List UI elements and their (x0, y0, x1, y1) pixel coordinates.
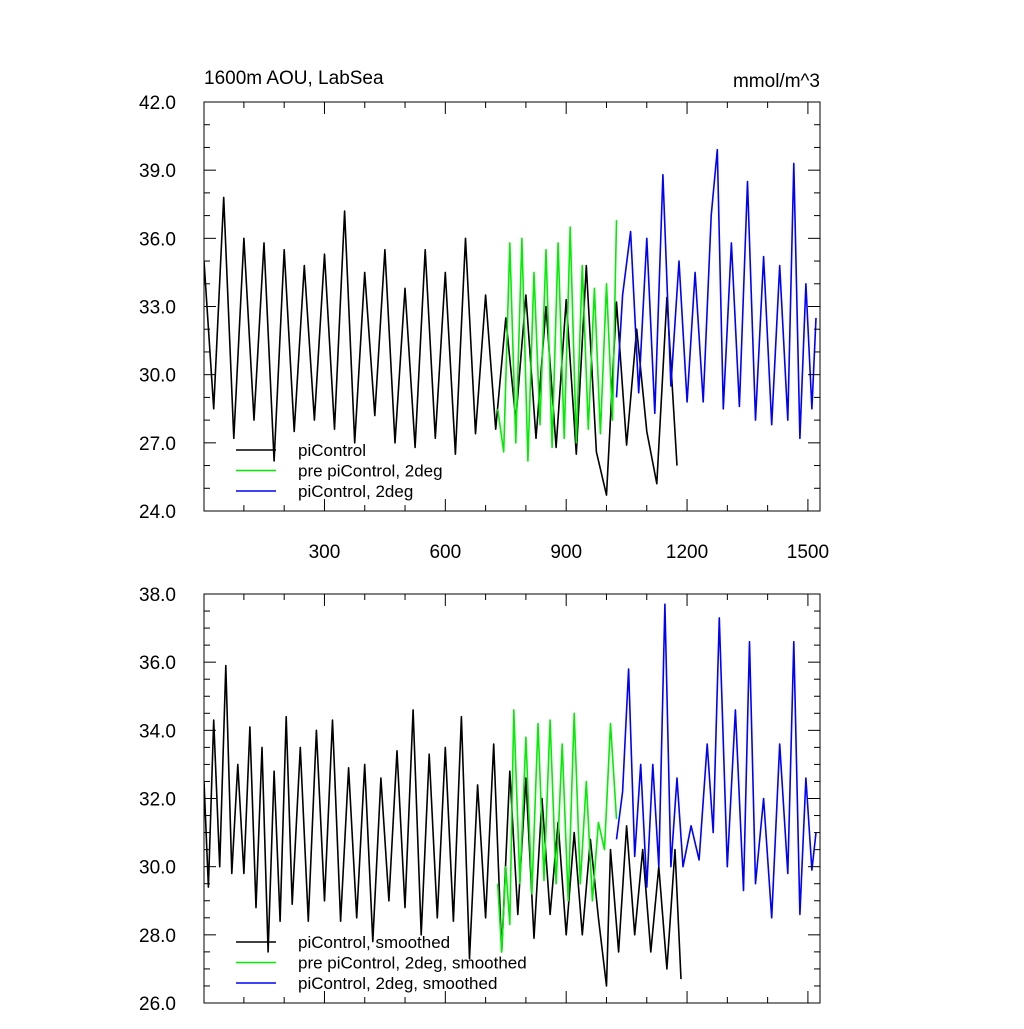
top-y-tick-label: 30.0 (139, 366, 176, 387)
top-y-tick-label: 27.0 (139, 434, 176, 455)
bottom-series-pre-picontrol-2deg-smoothed (496, 709, 618, 953)
top-series-picontrol (204, 196, 678, 496)
top-legend-label-pre-picontrol-2deg: pre piControl, 2deg (298, 462, 443, 481)
bottom-y-tick-label: 26.0 (139, 994, 176, 1015)
top-panel: 24.0 27.0 30.0 33.0 36.0 39.0 42.0 300 600 900 120… (139, 93, 829, 563)
top-series-picontrol-2deg (615, 148, 817, 440)
top-x-tick-label: 900 (550, 542, 582, 563)
bottom-panel: 26.0 28.0 30.0 32.0 34.0 36.0 38.0 piControl, s… (139, 585, 821, 1015)
top-chart-units: mmol/m^3 (733, 71, 820, 92)
bottom-legend-label-pre-picontrol-2deg-smoothed: pre piControl, 2deg, smoothed (298, 954, 527, 973)
bottom-y-tick-label: 30.0 (139, 858, 176, 879)
top-y-tick-label: 36.0 (139, 229, 176, 250)
top-x-tick-label: 1200 (666, 542, 708, 563)
top-y-tick-label: 39.0 (139, 161, 176, 182)
top-legend-label-picontrol: piControl (298, 441, 366, 460)
bottom-series-picontrol-2deg-smoothed (615, 603, 817, 919)
top-y-tick-label: 42.0 (139, 93, 176, 114)
top-series-pre-picontrol-2deg (496, 220, 618, 462)
bottom-legend-label-picontrol-2deg-smoothed: piControl, 2deg, smoothed (298, 974, 497, 993)
bottom-y-tick-label: 38.0 (139, 585, 176, 606)
top-y-tick-label: 24.0 (139, 502, 176, 523)
bottom-y-tick-label: 32.0 (139, 790, 176, 811)
top-x-tick-label: 600 (429, 542, 461, 563)
top-x-tick-label: 1500 (787, 542, 829, 563)
top-chart-title: 1600m AOU, LabSea (204, 68, 384, 89)
top-y-tick-label: 33.0 (139, 298, 176, 319)
bottom-y-tick-label: 36.0 (139, 653, 176, 674)
bottom-y-tick-label: 34.0 (139, 721, 176, 742)
top-x-tick-label: 300 (309, 542, 341, 563)
bottom-series-picontrol-smoothed (204, 664, 682, 987)
top-legend-label-picontrol-2deg: piControl, 2deg (298, 482, 413, 501)
bottom-y-tick-label: 28.0 (139, 926, 176, 947)
bottom-legend-label-picontrol-smoothed: piControl, smoothed (298, 933, 450, 952)
